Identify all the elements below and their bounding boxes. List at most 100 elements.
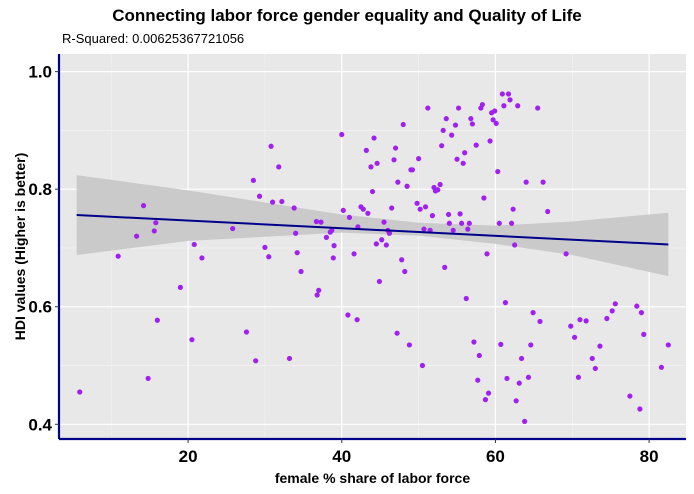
data-point xyxy=(230,225,236,232)
data-point xyxy=(530,310,536,316)
data-point xyxy=(279,198,285,205)
data-point xyxy=(481,195,487,201)
data-point xyxy=(449,132,455,138)
data-point xyxy=(637,406,643,412)
data-point xyxy=(266,254,272,260)
data-point xyxy=(518,355,525,362)
data-point xyxy=(493,120,499,126)
data-point xyxy=(450,227,456,233)
data-point xyxy=(609,308,615,314)
data-point xyxy=(323,234,329,240)
data-point xyxy=(459,220,465,226)
data-point xyxy=(515,103,521,109)
data-point xyxy=(508,220,515,226)
data-point xyxy=(440,127,446,134)
data-point xyxy=(365,210,371,216)
data-point xyxy=(395,179,401,185)
data-point xyxy=(391,157,397,163)
data-point xyxy=(360,206,366,212)
data-point xyxy=(293,230,299,236)
data-point xyxy=(568,323,574,329)
confidence-band xyxy=(76,175,669,277)
data-point xyxy=(351,251,357,257)
data-point xyxy=(250,177,257,183)
data-point xyxy=(457,211,463,217)
data-point xyxy=(492,108,498,114)
data-point xyxy=(199,255,205,261)
data-point xyxy=(471,339,477,345)
data-point xyxy=(658,364,665,370)
data-point xyxy=(373,241,379,247)
data-point xyxy=(386,230,393,236)
data-point xyxy=(115,253,121,259)
data-point xyxy=(414,200,420,206)
data-point xyxy=(469,121,475,127)
y-tick-label: 0.6 xyxy=(28,298,52,317)
data-point xyxy=(455,105,462,111)
data-point xyxy=(340,207,346,213)
data-point xyxy=(276,164,282,170)
data-point xyxy=(354,317,360,323)
data-point xyxy=(466,220,472,226)
x-tick-label: 20 xyxy=(179,447,198,466)
data-point xyxy=(402,268,408,275)
data-point xyxy=(298,268,304,275)
data-point xyxy=(485,390,492,396)
chart-title: Connecting labor force gender equality a… xyxy=(112,6,582,25)
data-point xyxy=(522,418,528,424)
data-point xyxy=(268,143,274,149)
data-point xyxy=(294,250,300,256)
data-point xyxy=(575,374,582,380)
data-point xyxy=(446,220,452,226)
data-point xyxy=(262,244,268,250)
data-point xyxy=(286,355,293,362)
data-point xyxy=(462,150,468,156)
data-point xyxy=(487,138,493,144)
data-point xyxy=(345,312,351,318)
data-point xyxy=(563,251,569,257)
data-point xyxy=(513,398,519,404)
data-point xyxy=(460,160,466,166)
data-point xyxy=(243,329,250,335)
data-point xyxy=(510,206,516,212)
data-point xyxy=(439,143,445,149)
data-point xyxy=(597,343,603,349)
data-point xyxy=(383,242,389,248)
data-point xyxy=(502,300,509,306)
data-point xyxy=(435,187,441,193)
data-point xyxy=(313,218,320,225)
data-point xyxy=(329,227,335,233)
chart-subtitle: R-Squared: 0.00625367721056 xyxy=(62,31,245,46)
grid-major xyxy=(59,54,686,439)
data-point xyxy=(318,219,324,225)
data-point xyxy=(417,206,423,212)
data-point xyxy=(177,284,184,290)
data-point xyxy=(368,164,374,170)
data-point xyxy=(475,377,481,383)
data-point xyxy=(331,243,337,249)
data-point xyxy=(406,342,412,348)
y-tick-label: 0.8 xyxy=(28,180,52,199)
data-point xyxy=(339,131,345,138)
regression-line xyxy=(76,214,669,246)
data-point xyxy=(330,255,336,261)
data-point xyxy=(454,156,460,162)
data-point xyxy=(443,116,449,122)
data-point xyxy=(484,251,490,257)
data-point xyxy=(291,205,297,211)
data-point xyxy=(422,204,429,210)
data-point xyxy=(641,331,647,337)
data-point xyxy=(77,389,83,395)
data-point xyxy=(253,358,259,364)
data-point xyxy=(140,203,147,209)
data-point xyxy=(505,91,512,97)
data-point xyxy=(571,334,578,340)
data-point xyxy=(540,179,546,185)
data-point xyxy=(525,374,532,380)
data-point xyxy=(416,156,422,162)
x-tick-label: 80 xyxy=(640,447,659,466)
x-tick-label: 60 xyxy=(486,447,505,466)
data-point xyxy=(346,214,353,221)
data-point xyxy=(363,147,369,153)
x-ticks: 20 40 60 80 xyxy=(179,439,659,466)
